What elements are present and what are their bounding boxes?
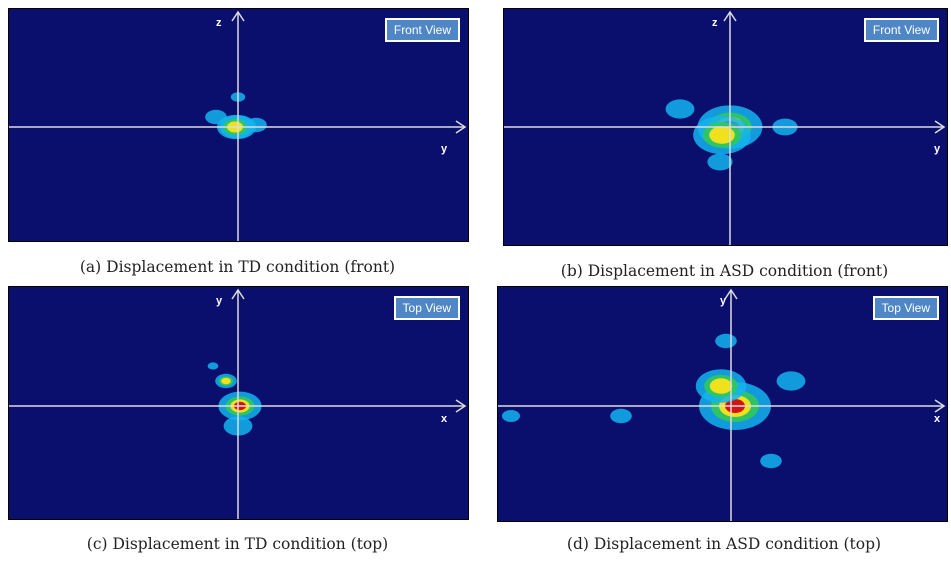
view-badge-d: Top View [872,296,939,320]
heat-blob-d-6 [502,410,520,422]
view-badge-a: Front View [384,18,460,42]
heat-blob-yellow [221,377,231,385]
vertical-axis-arrow-b [723,10,737,22]
heat-blob-a-3 [245,117,267,133]
caption-a: (a) Displacement in TD condition (front) [79,258,396,276]
heat-blob-cyan [207,362,219,370]
vertical-axis-arrow-c [231,288,245,300]
view-badge-b: Front View [863,18,939,42]
heatmap-svg-b [504,10,946,245]
horizontal-axis-arrow-c [455,399,467,413]
horizontal-axis-label-b: y [934,143,941,155]
heat-blob-d-3 [610,408,632,424]
heat-blob-d-2 [776,371,806,391]
heatmap-panel-a: Front View z y [8,8,469,242]
heat-blob-d-4 [760,453,782,469]
heatmap-svg-c [9,288,467,519]
heatmap-svg-a [9,10,467,241]
heat-blob-cyan [665,99,695,119]
heat-blob-cyan [502,410,520,422]
caption-b: (b) Displacement in ASD condition (front… [560,262,889,280]
heat-blob-c-1 [215,373,237,389]
vertical-axis-label-d: y [720,295,727,307]
heat-blob-cyan [715,333,737,349]
vertical-axis-label-b: z [712,17,718,29]
heat-blob-yellow [709,378,733,394]
vertical-axis-arrow-a [231,10,245,22]
heat-blob-b-1 [693,115,751,155]
horizontal-axis-arrow-b [934,120,946,134]
heatmap-panel-b: Front View z y [503,8,948,246]
caption-d: (d) Displacement in ASD condition (top) [566,535,882,553]
heat-blob-c-3 [207,362,219,370]
vertical-axis-label-a: z [216,17,222,29]
heat-blob-cyan [245,117,267,133]
heat-blob-cyan [205,109,227,125]
heat-blob-d-5 [715,333,737,349]
heat-blob-yellow [709,126,735,144]
heat-blob-a-2 [205,109,227,125]
heatmap-panel-c: Top View y x [8,286,469,520]
vertical-axis-label-c: y [216,295,223,307]
heatmap-panel-d: Top View y x [497,286,948,522]
horizontal-axis-arrow-a [455,120,467,134]
heat-blob-cyan [760,453,782,469]
heat-blob-cyan [610,408,632,424]
vertical-axis-arrow-d [724,288,738,300]
caption-c: (c) Displacement in TD condition (top) [86,535,389,553]
heat-blob-cyan [707,153,733,171]
heatmap-svg-d [498,288,946,521]
horizontal-axis-label-a: y [441,143,448,155]
heat-blob-cyan [776,371,806,391]
horizontal-axis-arrow-d [934,399,946,413]
heat-blob-d-1 [695,369,747,403]
view-badge-c: Top View [393,296,460,320]
horizontal-axis-label-d: x [934,413,941,425]
horizontal-axis-label-c: x [441,413,448,425]
heat-blob-b-2 [665,99,695,119]
heat-blob-b-4 [707,153,733,171]
